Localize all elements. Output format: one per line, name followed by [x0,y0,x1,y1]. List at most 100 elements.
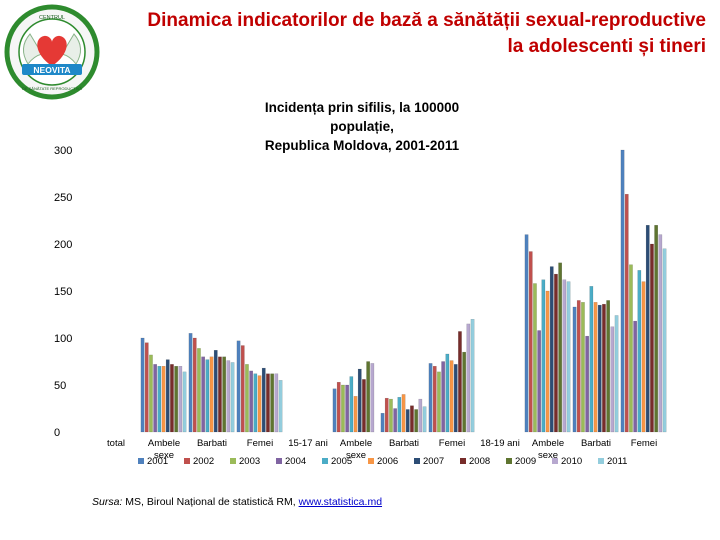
bar [650,243,654,433]
x-tick-label: 15-17 ani [288,438,328,449]
bar [257,375,262,433]
bar [140,337,145,433]
legend-swatch [460,458,466,464]
bar [597,304,602,433]
legend-label: 2006 [377,456,398,467]
bar [236,340,241,433]
legend-swatch [230,458,236,464]
x-tick-label: Femei [247,438,273,449]
legend-swatch [506,458,512,464]
bar [432,366,437,433]
bar [366,361,370,433]
bar [197,348,201,433]
bar [336,381,341,433]
bar [165,359,170,433]
chart-title-line: Incidența prin sifilis, la 100000 [265,100,459,115]
bar [266,373,270,433]
bar [645,224,650,433]
bar [170,364,174,433]
x-tick-label: Ambele [148,438,180,449]
bar [641,281,646,433]
legend-swatch [322,458,328,464]
source-note: Sursa: MS, Biroul Național de statistică… [92,496,382,508]
bar [253,373,258,433]
bar [188,333,193,433]
bar [602,303,606,433]
bar [545,290,550,433]
y-tick-label: 100 [54,333,72,345]
bar [554,273,558,433]
bar [662,248,667,433]
logo-top-text: CENTRUL [39,15,65,21]
bar [528,251,533,433]
bar [418,398,423,433]
bar [218,356,222,433]
legend-swatch [414,458,420,464]
x-tick-label: Femei [631,438,657,449]
bar [222,356,226,433]
x-tick-label: Ambele [340,438,372,449]
bar [558,262,562,433]
legend-label: 2007 [423,456,444,467]
bar [549,266,554,433]
bar [270,373,274,433]
x-tick-label: 18-19 ani [480,438,520,449]
x-tick-label: Barbati [389,438,419,449]
x-tick-label: total [107,438,125,449]
x-tick-label: sexe [154,450,174,461]
bar [157,366,162,433]
bar [572,306,577,433]
bar [537,330,541,433]
logo-wing-left-icon [23,33,43,65]
bar [357,368,362,433]
bar [524,234,529,433]
bar [192,337,197,433]
legend-swatch [598,458,604,464]
bar [422,406,427,433]
bar [205,359,210,433]
bar [462,351,466,433]
bar [624,193,629,433]
bar [153,364,157,433]
bar [414,409,418,433]
bar [144,342,149,433]
bar [384,397,389,433]
bar [576,300,581,433]
bar [274,373,279,433]
bar [349,376,354,433]
x-tick-label: Femei [439,438,465,449]
x-tick-label: sexe [538,450,558,461]
x-tick-label: Ambele [532,438,564,449]
chart-title-line: populație, [330,119,394,134]
bar [261,367,266,433]
source-link[interactable]: www.statistica.md [298,496,383,508]
legend-label: 2002 [193,456,214,467]
bar [332,388,337,433]
bar [405,409,410,433]
bar [209,356,214,433]
bar [437,371,441,433]
neovita-logo: NEOVITA CENTRUL DE SĂNĂTATE REPRODUCTIVĂ [4,4,100,100]
logo-banner [22,64,82,75]
bar [245,364,249,433]
y-tick-label: 150 [54,286,72,298]
bar [341,384,345,433]
y-tick-label: 0 [54,427,60,439]
x-tick-label: sexe [346,450,366,461]
bar [370,363,375,433]
legend-swatch [184,458,190,464]
bar [445,353,450,433]
legend-swatch [552,458,558,464]
bar [182,371,187,433]
bar [541,279,546,433]
legend-label: 2009 [515,456,536,467]
bar [230,362,235,433]
x-tick-label: Barbati [581,438,611,449]
bar [610,326,615,433]
bar [470,319,475,433]
legend-label: 2001 [147,456,168,467]
bar [397,397,402,433]
bar [353,396,358,433]
bar [620,149,625,433]
y-tick-label: 200 [54,239,72,251]
